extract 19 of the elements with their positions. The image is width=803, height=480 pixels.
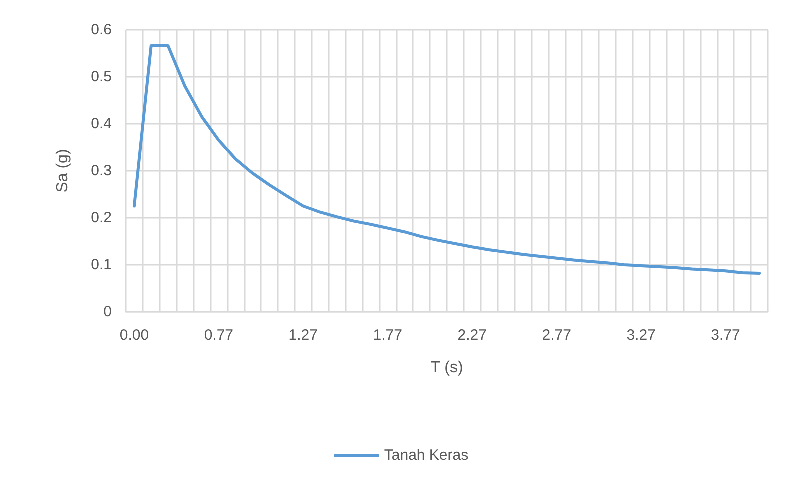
legend-label: Tanah Keras — [384, 447, 469, 464]
y-axis-title: Sa (g) — [54, 149, 72, 193]
y-tick-label: 0.6 — [91, 22, 112, 38]
x-tick-label: 3.27 — [626, 327, 656, 344]
x-tick-label: 0.77 — [204, 327, 234, 344]
y-tick-label: 0.1 — [91, 256, 112, 274]
y-tick-label: 0.5 — [91, 68, 112, 86]
x-tick-label: 1.27 — [288, 327, 318, 344]
line-series — [132, 44, 762, 275]
x-tick-label: 0.00 — [120, 327, 150, 344]
y-tick-label: 0 — [104, 304, 112, 320]
x-tick-label: 3.77 — [711, 327, 740, 344]
x-tick-label: 2.27 — [458, 327, 487, 344]
y-tick-label: 0.3 — [91, 162, 112, 180]
y-tick-label: 0.4 — [91, 116, 112, 132]
x-tick-label: 1.77 — [373, 327, 402, 344]
x-tick-label: 2.77 — [542, 327, 572, 344]
x-axis-title: T (s) — [430, 360, 464, 376]
y-tick-label: 0.2 — [91, 210, 112, 226]
